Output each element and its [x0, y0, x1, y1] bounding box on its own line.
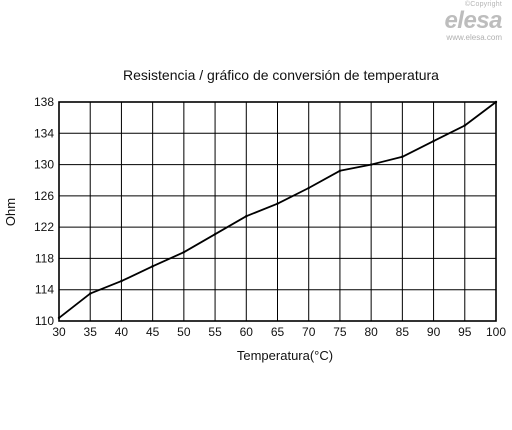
data-point: [432, 139, 435, 143]
data-point: [338, 169, 342, 173]
x-tick-label: 75: [333, 325, 347, 339]
x-tick-label: 100: [486, 325, 506, 339]
x-axis-ticks: 30 35 40 45 50 55 60 65 70 75 80 85 90 95 100: [52, 325, 506, 339]
data-point: [401, 155, 404, 158]
y-tick-label: 110: [35, 314, 54, 328]
x-tick-label: 95: [458, 325, 472, 339]
x-tick-label: 85: [396, 325, 410, 339]
y-tick-label: 138: [34, 95, 54, 109]
data-point: [89, 292, 92, 295]
data-point: [307, 186, 310, 190]
y-tick-label: 130: [34, 158, 54, 172]
chart-title: Resistencia / gráfico de conversión de t…: [123, 67, 439, 83]
data-point: [182, 250, 186, 254]
series-layer: [57, 100, 498, 320]
x-tick-label: 65: [271, 325, 285, 339]
brand-url: www.elesa.com: [446, 33, 502, 42]
data-point: [151, 265, 154, 268]
data-point: [57, 316, 61, 320]
data-point: [276, 202, 279, 205]
elesa-logo: elesa: [444, 7, 502, 34]
x-tick-label: 70: [302, 325, 316, 339]
data-point: [463, 124, 466, 127]
y-tick-label: 126: [34, 189, 54, 203]
x-tick-label: 60: [240, 325, 254, 339]
y-tick-label: 122: [34, 220, 54, 234]
y-tick-label: 114: [35, 283, 54, 297]
data-point: [369, 163, 373, 166]
y-axis-label: Ohm: [3, 198, 18, 226]
x-axis-label: Temperatura(°C): [237, 348, 333, 363]
data-point: [120, 279, 123, 283]
x-tick-label: 50: [177, 325, 191, 339]
x-tick-label: 90: [427, 325, 441, 339]
y-tick-label: 134: [34, 126, 54, 140]
x-tick-label: 35: [84, 325, 98, 339]
plot-frame: [58, 101, 497, 322]
data-point: [213, 232, 217, 236]
chart-grid: [58, 101, 497, 322]
brand-watermark: ©Copyright elesa www.elesa.com: [444, 0, 502, 43]
x-tick-label: 80: [364, 325, 378, 339]
data-point: [494, 100, 498, 104]
copyright-text: ©Copyright: [464, 1, 502, 8]
data-point: [245, 214, 248, 218]
x-tick-label: 40: [115, 325, 129, 339]
y-tick-label: 118: [35, 251, 54, 265]
y-axis-ticks: 110 114 118 122 126 130 134 138: [34, 95, 54, 328]
x-tick-label: 55: [208, 325, 222, 339]
x-tick-label: 30: [52, 325, 66, 339]
x-tick-label: 45: [146, 325, 160, 339]
